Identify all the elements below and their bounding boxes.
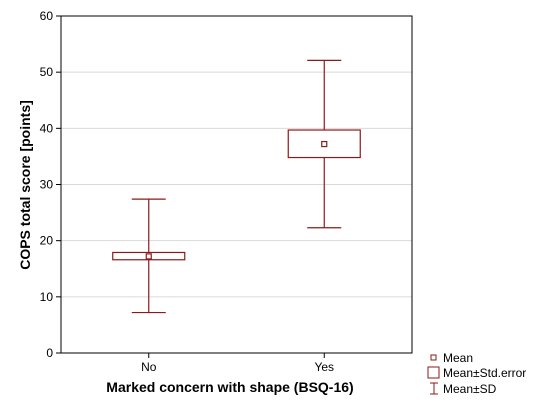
grid-lines bbox=[61, 71, 412, 298]
x-axis-title: Marked concern with shape (BSQ-16) bbox=[106, 379, 353, 395]
y-tick-label-10: 10 bbox=[40, 290, 54, 304]
legend-mean-label: Mean bbox=[443, 351, 473, 365]
y-tick-label-40: 40 bbox=[40, 121, 54, 135]
y-tick-label-60: 60 bbox=[40, 9, 54, 23]
y-tick-label-0: 0 bbox=[46, 346, 53, 360]
axes: 0 10 20 30 40 50 60 No Yes bbox=[40, 9, 334, 374]
legend: Mean Mean±Std.error Mean±SD bbox=[427, 351, 526, 396]
mean-point-no bbox=[145, 253, 152, 260]
legend-se-label: Mean±Std.error bbox=[443, 366, 526, 380]
legend-se-swatch bbox=[427, 366, 440, 379]
y-tick-label-50: 50 bbox=[40, 65, 54, 79]
x-tick-label-yes: Yes bbox=[314, 360, 334, 374]
legend-sd-label: Mean±SD bbox=[443, 382, 497, 396]
x-tick-label-no: No bbox=[141, 360, 157, 374]
se-box-yes bbox=[287, 129, 361, 159]
plot-marks bbox=[112, 59, 361, 314]
legend-sd-swatch bbox=[430, 382, 438, 395]
y-axis-title: COPS total score [points] bbox=[17, 100, 33, 270]
legend-mean-swatch bbox=[430, 354, 437, 361]
y-tick-label-30: 30 bbox=[40, 178, 54, 192]
y-tick-label-20: 20 bbox=[40, 234, 54, 248]
mean-point-yes bbox=[321, 140, 328, 148]
se-box-no bbox=[112, 251, 186, 261]
